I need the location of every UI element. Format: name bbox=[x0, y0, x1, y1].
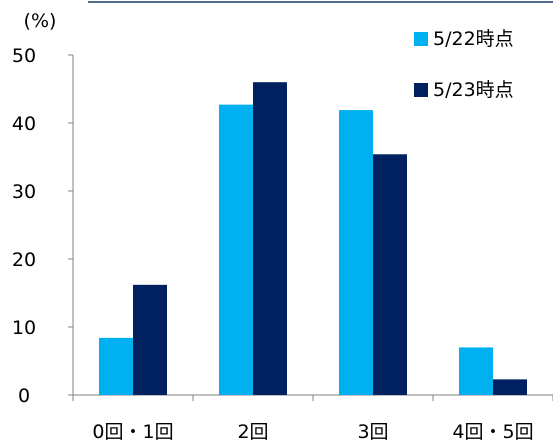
legend-swatch-5-23 bbox=[414, 83, 428, 97]
x-category-label: 4回・5回 bbox=[452, 421, 533, 443]
y-axis-unit-label: (%) bbox=[24, 10, 57, 32]
x-axis-ticks bbox=[72, 395, 553, 401]
bar-5-22-4 bbox=[459, 347, 493, 395]
y-tick-label: 20 bbox=[12, 249, 36, 271]
bar-5-22-2 bbox=[219, 104, 253, 395]
legend-label-5-23: 5/23時点 bbox=[433, 79, 514, 101]
bars bbox=[99, 82, 527, 395]
x-category-label: 2回 bbox=[237, 421, 268, 443]
y-tick-label: 10 bbox=[12, 317, 36, 339]
x-category-label: 0回・1回 bbox=[92, 421, 173, 443]
y-tick-label: 0 bbox=[18, 385, 30, 407]
legend-swatch-5-22 bbox=[414, 32, 428, 46]
legend-label-5-22: 5/22時点 bbox=[433, 28, 514, 50]
bar-5-23-1 bbox=[133, 284, 167, 395]
x-axis-labels: 0回・1回 2回 3回 4回・5回 bbox=[92, 421, 533, 443]
bar-5-23-4 bbox=[493, 379, 527, 395]
y-tick-label: 50 bbox=[12, 45, 36, 67]
bar-5-23-2 bbox=[253, 82, 287, 395]
y-axis-ticks: 0 10 20 30 40 50 bbox=[12, 45, 73, 407]
y-tick-label: 30 bbox=[12, 181, 36, 203]
bar-5-22-3 bbox=[339, 110, 373, 395]
y-tick-label: 40 bbox=[12, 113, 36, 135]
x-category-label: 3回 bbox=[357, 421, 388, 443]
bar-5-23-3 bbox=[373, 154, 407, 395]
legend: 5/22時点 5/23時点 bbox=[414, 28, 514, 101]
bar-5-22-1 bbox=[99, 337, 133, 395]
